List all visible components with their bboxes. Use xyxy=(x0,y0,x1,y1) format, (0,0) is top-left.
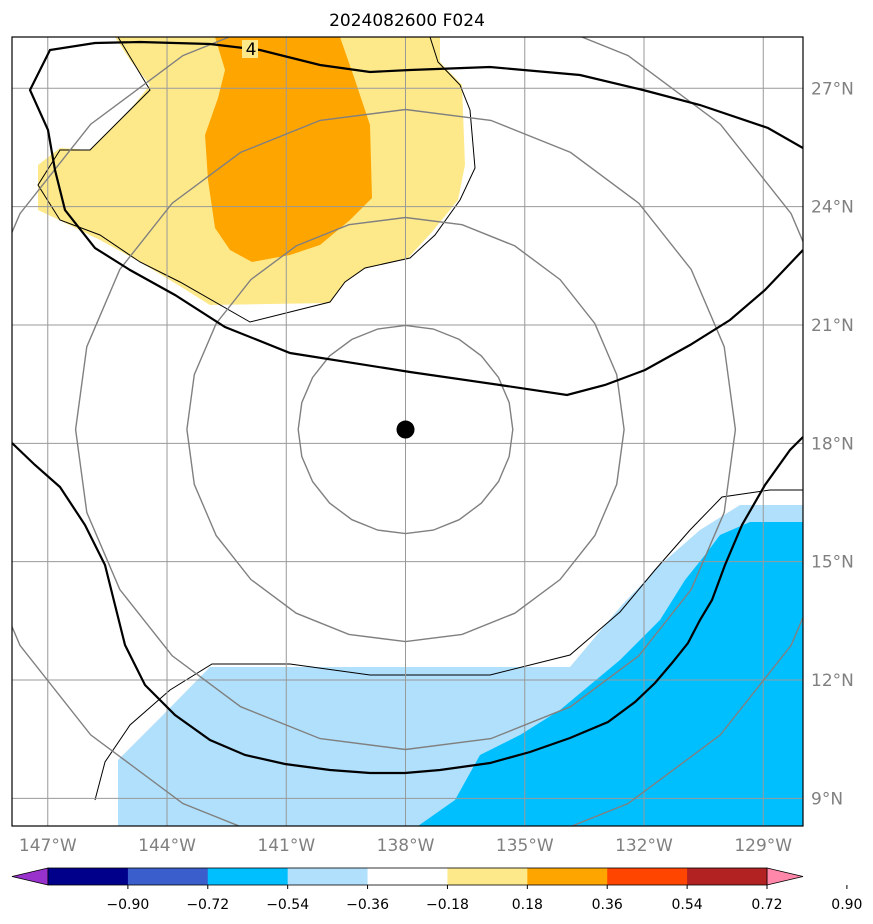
colorbar-tick-label: 0.36 xyxy=(592,897,623,913)
latitude-tick-label: 15°N xyxy=(811,553,854,573)
latitude-tick-label: 27°N xyxy=(811,79,854,99)
latitude-tick-label: 18°N xyxy=(811,434,854,454)
range-ring xyxy=(186,216,625,643)
longitude-tick-label: 144°W xyxy=(138,836,196,856)
colorbar-segment xyxy=(687,868,768,885)
colorbar-segment xyxy=(287,868,369,885)
colorbar-segment xyxy=(607,868,688,885)
longitude-labels: 147°W 144°W 141°W 138°W 135°W 132°W 129°W xyxy=(19,836,792,856)
range-ring xyxy=(297,324,514,535)
colorbar-tick-label: 0.90 xyxy=(831,897,862,913)
contour-label: 4 xyxy=(246,40,257,60)
range-ring xyxy=(74,108,737,751)
colorbar-tick-label: −0.36 xyxy=(346,897,389,913)
longitude-tick-label: 135°W xyxy=(496,836,554,856)
colorbar-tick-label: 0.54 xyxy=(672,897,703,913)
positive-mid-shading xyxy=(205,37,372,262)
latitude-tick-label: 21°N xyxy=(811,316,854,336)
storm-center-marker xyxy=(396,420,415,439)
colorbar-tick-label: −0.90 xyxy=(106,897,149,913)
contour-label-bg xyxy=(242,40,258,58)
shading-boundary-contour xyxy=(37,37,476,323)
colorbar-extend-low xyxy=(11,867,49,886)
colorbar-tick-label: 0.18 xyxy=(512,897,543,913)
contour-line-south xyxy=(12,436,803,775)
contour-line-north xyxy=(28,40,803,397)
colorbar-extend-high xyxy=(766,867,804,886)
latitude-tick-label: 24°N xyxy=(811,198,854,218)
map-frame xyxy=(11,36,804,827)
shading-boundary-contour-south xyxy=(94,489,803,801)
gridlines xyxy=(12,37,803,826)
latitude-tick-label: 9°N xyxy=(811,789,843,809)
colorbar: −0.90 −0.72 −0.54 −0.36 −0.18 0.18 0.36 0.54 0.7… xyxy=(11,867,862,913)
range-rings xyxy=(12,37,803,826)
colorbar-segment xyxy=(527,868,608,885)
colorbar-segment xyxy=(207,868,289,885)
latitude-labels: 9°N 12°N 15°N 18°N 21°N 24°N 27°N xyxy=(811,79,854,809)
colorbar-tick-label: −0.18 xyxy=(426,897,469,913)
range-ring xyxy=(12,37,803,826)
colorbar-segment xyxy=(48,868,129,885)
longitude-tick-label: 147°W xyxy=(19,836,77,856)
latitude-tick-label: 12°N xyxy=(811,671,854,691)
longitude-tick-label: 138°W xyxy=(377,836,435,856)
longitude-tick-label: 141°W xyxy=(257,836,315,856)
colorbar-segment xyxy=(367,868,448,885)
longitude-tick-label: 129°W xyxy=(734,836,792,856)
negative-mid-shading xyxy=(418,522,803,826)
colorbar-tick-label: −0.54 xyxy=(266,897,309,913)
colorbar-segment xyxy=(447,868,528,885)
colorbar-tick-label: −0.72 xyxy=(186,897,229,913)
map-area: 4 xyxy=(12,37,803,826)
colorbar-tick-label: 0.72 xyxy=(751,897,782,913)
longitude-tick-label: 132°W xyxy=(615,836,673,856)
map-title: 2024082600 F024 xyxy=(329,11,485,31)
colorbar-segment xyxy=(127,868,209,885)
colorbar-frame xyxy=(47,867,768,886)
